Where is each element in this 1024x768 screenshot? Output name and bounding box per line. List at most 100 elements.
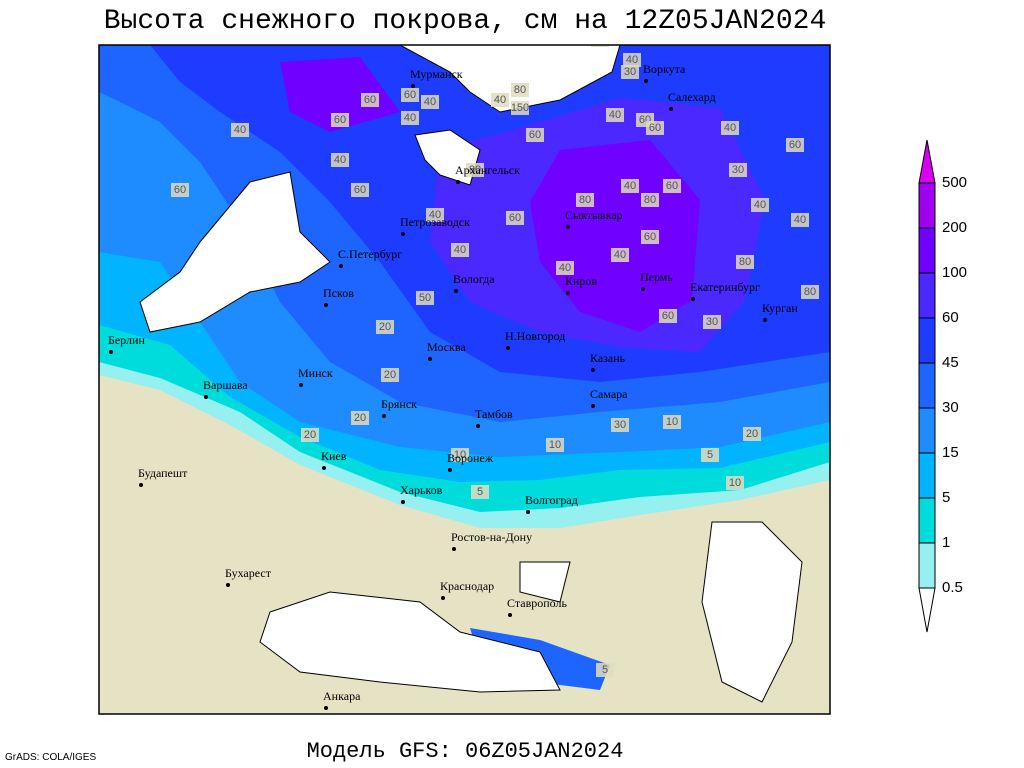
map-frame [98,44,831,715]
contour-label-box [301,428,319,442]
contour-label-box [231,123,249,137]
model-label: Модель GFS: 06Z05JAN2024 [307,739,624,764]
contour-label: 80 [739,256,751,268]
contour-label-box [621,179,639,193]
city-label: Киев [321,449,347,463]
city-label: Пермь [640,270,673,284]
contour-label: 5 [602,664,608,676]
legend-label: 500 [942,174,967,191]
city-dot [299,383,303,387]
contour-label: 40 [334,154,346,166]
contour-label-box [381,368,399,382]
contour-label-box [591,45,609,47]
contour-label-box [646,121,664,135]
contour-label-box [351,411,369,425]
contour-label: 20 [304,429,316,441]
contour-label-box [751,198,769,212]
legend-segment [918,227,936,274]
contour-label-box [416,291,434,305]
contour-label: 150 [511,102,529,114]
sea [519,561,571,603]
contour-label: 5 [477,486,483,498]
city-label: Берлин [108,333,145,347]
city-label: С.Петербург [338,247,402,261]
contour-label-box [663,179,681,193]
city-dot [691,297,695,301]
contour-label: 10 [729,477,741,489]
contour-label-box [471,485,489,499]
city-dot [508,613,512,617]
contour-label-box [606,108,624,122]
legend-segment [918,272,936,319]
legend-cap [918,139,936,184]
city-dot [641,287,645,291]
sea [259,591,561,693]
city-label: Будапешт [138,466,188,480]
contour-label: 5 [707,449,713,461]
contour-label: 30 [706,316,718,328]
contour-label: 50 [419,292,431,304]
contour-label: 40 [609,109,621,121]
contour-label: 10 [454,449,466,461]
city-dot [448,468,452,472]
city-label: Н.Новгород [505,329,565,343]
contour-label-box [703,315,721,329]
legend-segment [918,497,936,544]
contour-label-box [401,111,419,125]
contour-label-box [451,243,469,257]
city-label: Самара [590,387,628,401]
city-dot [324,303,328,307]
legend-segment [918,182,936,229]
sea [701,521,803,703]
legend-label: 100 [942,264,967,281]
city-dot [401,500,405,504]
city-dot [763,318,767,322]
contour-label-box [556,261,574,275]
legend-label: 200 [942,219,967,236]
city-dot [324,706,328,710]
city-label: Минск [298,366,333,380]
contour-label-box [421,95,439,109]
city-label: Петрозаводск [400,215,470,229]
contour-label-box [623,53,641,67]
city-dot [476,424,480,428]
contour-label-box [426,208,444,222]
city-dot [506,346,510,350]
contour-label: 20 [384,369,396,381]
contour-label: 40 [404,112,416,124]
contour-label-box [786,138,804,152]
contour-label: 40 [754,199,766,211]
city-dot [441,596,445,600]
contour-label-box [596,663,614,677]
city-dot [204,395,208,399]
legend-cap [918,587,936,633]
contour-label-box [511,83,529,97]
city-label: Москва [427,340,466,354]
city-label: Салехард [668,90,716,104]
contour-label-box [576,193,594,207]
city-dot [452,547,456,551]
city-dot [411,84,415,88]
title: Высота снежного покрова, см на 12Z05JAN2… [104,6,827,37]
legend-segment [918,317,936,364]
contour-label: 30 [624,66,636,78]
sea [139,171,331,333]
contour-label-box [743,427,761,441]
contour-label: 60 [509,212,521,224]
snow-zone [530,140,700,332]
contour-label-box [361,93,379,107]
contour-label: 60 [334,114,346,126]
city-label: Архангельск [455,163,520,177]
legend-segment [918,542,936,589]
sea [399,45,621,113]
contour-label-box [491,93,509,107]
contour-label-box [506,211,524,225]
city-label: Казань [590,351,626,365]
city-dot [566,225,570,229]
contour-label-box [331,153,349,167]
contour-label: 60 [404,89,416,101]
city-label: Ставрополь [507,596,567,610]
legend-label: 1 [942,534,950,551]
contour-label: 80 [514,84,526,96]
legend-label: 0.5 [942,579,963,596]
